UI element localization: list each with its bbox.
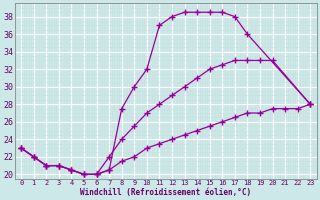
X-axis label: Windchill (Refroidissement éolien,°C): Windchill (Refroidissement éolien,°C) [80, 188, 251, 197]
